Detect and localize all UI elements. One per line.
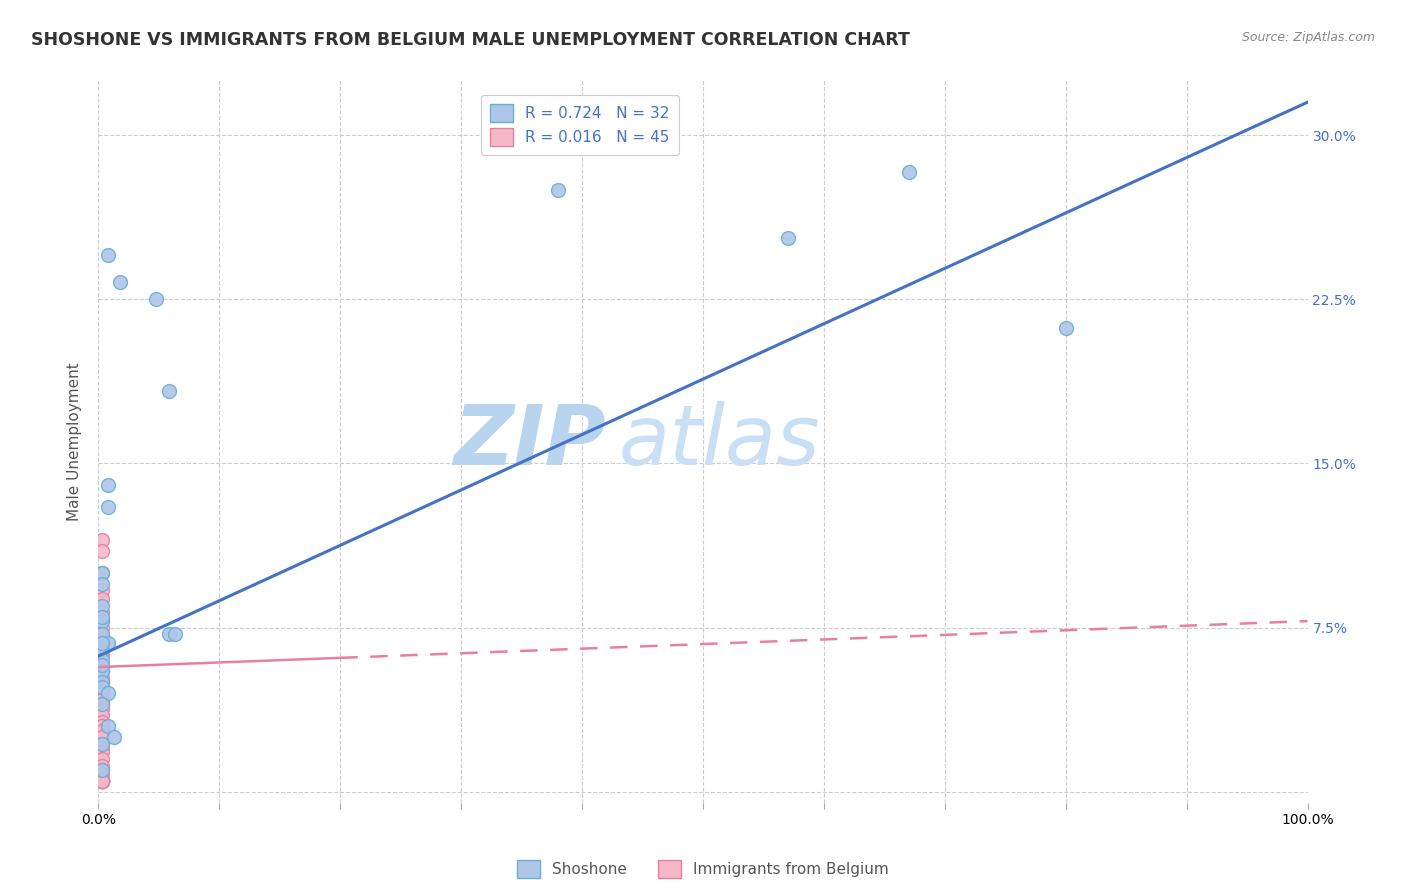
Point bbox=[91, 680, 114, 694]
Point bbox=[91, 723, 114, 738]
Point bbox=[91, 719, 114, 733]
Point bbox=[91, 752, 114, 766]
Point bbox=[91, 773, 114, 788]
Point bbox=[97, 719, 120, 733]
Point bbox=[91, 665, 114, 679]
Point bbox=[91, 533, 114, 547]
Point bbox=[91, 636, 114, 650]
Point bbox=[97, 478, 120, 492]
Point bbox=[91, 609, 114, 624]
Point bbox=[91, 767, 114, 781]
Point bbox=[91, 693, 114, 707]
Point bbox=[91, 708, 114, 723]
Point bbox=[91, 746, 114, 760]
Point bbox=[91, 544, 114, 558]
Point bbox=[1054, 320, 1077, 334]
Point bbox=[91, 632, 114, 646]
Point bbox=[776, 231, 799, 245]
Point bbox=[91, 605, 114, 619]
Point bbox=[91, 758, 114, 772]
Point bbox=[91, 614, 114, 628]
Point bbox=[97, 636, 120, 650]
Point bbox=[91, 627, 114, 641]
Point bbox=[91, 773, 114, 788]
Point bbox=[97, 686, 120, 700]
Point bbox=[91, 657, 114, 672]
Point bbox=[91, 773, 114, 788]
Point bbox=[157, 627, 180, 641]
Point bbox=[91, 698, 114, 712]
Point bbox=[91, 642, 114, 657]
Point bbox=[91, 730, 114, 744]
Point bbox=[91, 773, 114, 788]
Point bbox=[91, 566, 114, 580]
Text: atlas: atlas bbox=[619, 401, 820, 482]
Point bbox=[91, 773, 114, 788]
Point bbox=[547, 183, 569, 197]
Point bbox=[91, 599, 114, 613]
Point bbox=[91, 763, 114, 777]
Point bbox=[91, 737, 114, 751]
Point bbox=[145, 292, 167, 306]
Point bbox=[91, 614, 114, 628]
Point bbox=[91, 714, 114, 729]
Point bbox=[91, 657, 114, 672]
Point bbox=[91, 621, 114, 635]
Point bbox=[91, 680, 114, 694]
Point bbox=[91, 577, 114, 591]
Point bbox=[91, 649, 114, 664]
Text: Source: ZipAtlas.com: Source: ZipAtlas.com bbox=[1241, 31, 1375, 45]
Point bbox=[91, 701, 114, 715]
Point bbox=[91, 773, 114, 788]
Y-axis label: Male Unemployment: Male Unemployment bbox=[67, 362, 83, 521]
Point bbox=[91, 773, 114, 788]
Legend: Shoshone, Immigrants from Belgium: Shoshone, Immigrants from Belgium bbox=[512, 854, 894, 884]
Point bbox=[97, 248, 120, 262]
Point bbox=[91, 773, 114, 788]
Point bbox=[97, 500, 120, 515]
Point bbox=[91, 773, 114, 788]
Point bbox=[91, 627, 114, 641]
Point bbox=[897, 165, 920, 179]
Point bbox=[157, 384, 180, 399]
Point bbox=[91, 592, 114, 607]
Point bbox=[91, 566, 114, 580]
Point bbox=[91, 737, 114, 751]
Point bbox=[91, 675, 114, 690]
Point bbox=[91, 653, 114, 667]
Point bbox=[91, 686, 114, 700]
Point bbox=[163, 627, 186, 641]
Point bbox=[91, 671, 114, 685]
Point bbox=[91, 583, 114, 598]
Point bbox=[91, 773, 114, 788]
Point bbox=[103, 730, 125, 744]
Point bbox=[91, 763, 114, 777]
Text: ZIP: ZIP bbox=[454, 401, 606, 482]
Point bbox=[91, 665, 114, 679]
Text: SHOSHONE VS IMMIGRANTS FROM BELGIUM MALE UNEMPLOYMENT CORRELATION CHART: SHOSHONE VS IMMIGRANTS FROM BELGIUM MALE… bbox=[31, 31, 910, 49]
Point bbox=[91, 773, 114, 788]
Point bbox=[91, 772, 114, 786]
Point bbox=[108, 275, 131, 289]
Point bbox=[91, 675, 114, 690]
Point bbox=[91, 698, 114, 712]
Point bbox=[91, 741, 114, 756]
Point bbox=[91, 636, 114, 650]
